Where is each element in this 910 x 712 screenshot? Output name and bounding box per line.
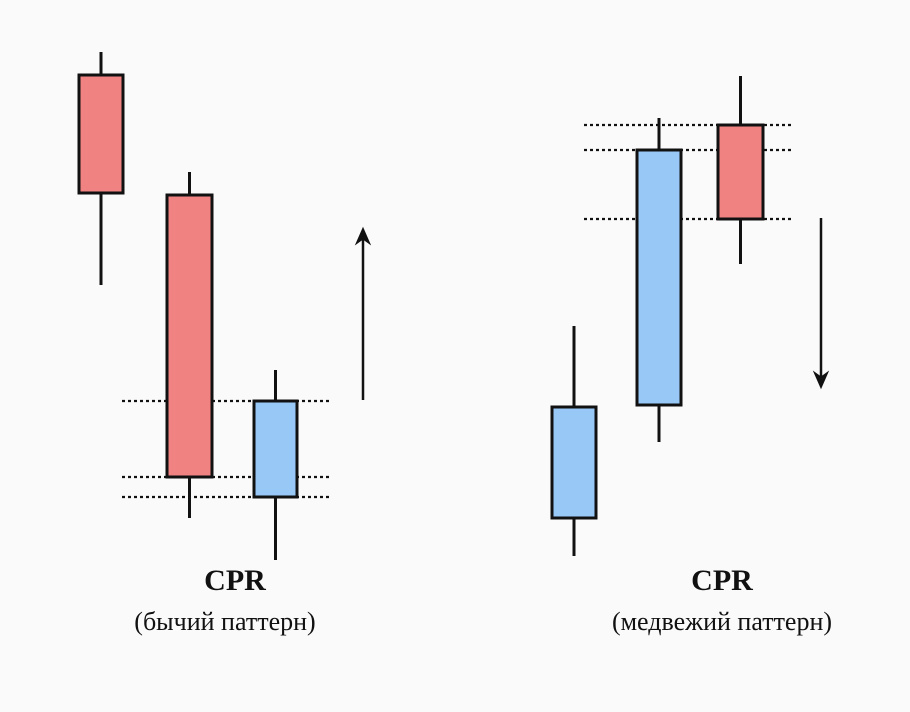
bearish-pattern (550, 76, 830, 556)
bullish-pattern (77, 52, 372, 560)
candle-bullish (252, 370, 299, 560)
candle-body (635, 148, 683, 407)
bearish-pattern-subtitle: (медвежий паттерн) (612, 607, 832, 636)
candle-bullish (635, 118, 683, 442)
candle-body (550, 405, 598, 520)
candle-body (252, 399, 299, 499)
candle-bearish (716, 76, 765, 264)
candle-bearish (165, 172, 214, 518)
bullish-pattern-subtitle: (бычий паттерн) (134, 607, 315, 636)
bearish-pattern-title: CPR (691, 564, 753, 597)
candle-bearish (77, 52, 125, 285)
arrow-up-icon (354, 226, 372, 400)
candle-body (77, 73, 125, 195)
bullish-pattern-title: CPR (204, 564, 266, 597)
arrow-down-icon (812, 218, 830, 390)
candle-body (165, 193, 214, 479)
candle-bullish (550, 326, 598, 556)
candle-body (716, 123, 765, 221)
